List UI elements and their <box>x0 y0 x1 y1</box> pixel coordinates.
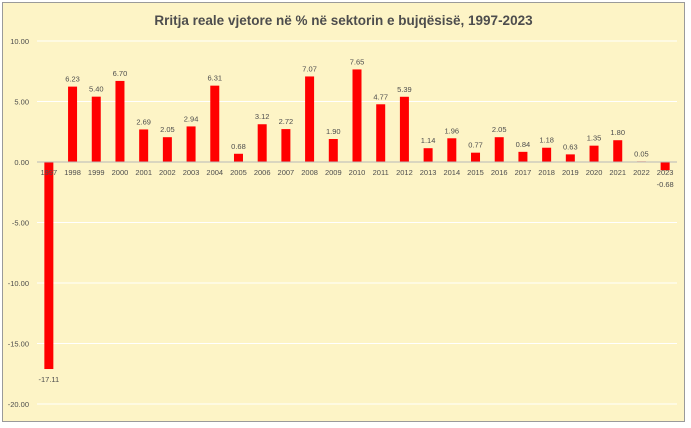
x-tick-label: 2001 <box>135 168 152 177</box>
data-label: 6.23 <box>65 75 80 84</box>
bar <box>471 152 481 162</box>
x-tick-label: 2010 <box>349 168 366 177</box>
x-tick-label: 2023 <box>657 168 674 177</box>
bar <box>542 147 552 162</box>
y-tick-label: -15.00 <box>8 340 29 349</box>
bar <box>186 126 196 162</box>
bar <box>44 162 54 370</box>
data-label: 0.77 <box>468 141 483 150</box>
bar <box>447 138 457 162</box>
data-label: 7.65 <box>350 57 365 66</box>
bar <box>518 151 528 162</box>
bar <box>115 80 125 162</box>
data-label: 2.72 <box>279 117 294 126</box>
y-tick-label: 5.00 <box>14 98 29 107</box>
data-label: -0.68 <box>657 180 674 189</box>
x-tick-label: 2018 <box>538 168 555 177</box>
data-label: 0.05 <box>634 149 649 158</box>
bar <box>565 154 575 162</box>
x-tick-label: 2022 <box>633 168 650 177</box>
bar <box>257 124 267 162</box>
data-label: 4.77 <box>373 92 388 101</box>
bar <box>660 162 670 171</box>
y-tick-label: 10.00 <box>10 37 29 46</box>
data-label: 1.96 <box>445 126 460 135</box>
data-label: 1.80 <box>610 128 625 137</box>
bar <box>233 153 243 162</box>
chart-title: Rritja reale vjetore në % në sektorin e … <box>154 13 533 28</box>
bar <box>91 96 101 162</box>
x-tick-label: 2012 <box>396 168 413 177</box>
bar <box>139 129 149 162</box>
bar <box>352 69 362 162</box>
data-label: 1.18 <box>539 136 554 145</box>
data-label: 2.05 <box>492 125 507 134</box>
bar <box>162 137 172 162</box>
bar <box>210 85 220 162</box>
x-tick-label: 1997 <box>41 168 58 177</box>
bar <box>376 104 386 162</box>
x-tick-label: 2021 <box>609 168 626 177</box>
data-label: 0.84 <box>516 140 531 149</box>
x-tick-label: 1998 <box>64 168 81 177</box>
x-tick-label: 2004 <box>206 168 223 177</box>
data-label: 2.69 <box>136 117 151 126</box>
x-tick-label: 2008 <box>301 168 318 177</box>
bar <box>423 148 433 162</box>
data-label: 3.12 <box>255 112 270 121</box>
data-label: -17.11 <box>38 375 59 384</box>
x-tick-label: 2020 <box>586 168 603 177</box>
x-tick-label: 2017 <box>515 168 532 177</box>
y-tick-label: -5.00 <box>12 219 29 228</box>
bar <box>589 145 599 162</box>
data-label: 0.68 <box>231 142 246 151</box>
x-tick-label: 2011 <box>373 168 389 177</box>
data-label: 6.70 <box>113 69 128 78</box>
data-label: 5.40 <box>89 85 104 94</box>
data-label: 2.94 <box>184 114 199 123</box>
y-tick-label: -10.00 <box>8 279 29 288</box>
data-label: 5.39 <box>397 85 412 94</box>
x-tick-label: 2014 <box>443 168 460 177</box>
x-tick-label: 2000 <box>112 168 129 177</box>
x-tick-label: 2006 <box>254 168 271 177</box>
chart-frame: Rritja reale vjetore në % në sektorin e … <box>2 2 685 422</box>
bar <box>281 129 291 162</box>
x-tick-label: 2005 <box>230 168 247 177</box>
x-tick-label: 1999 <box>88 168 105 177</box>
x-tick-label: 2019 <box>562 168 579 177</box>
x-tick-label: 2016 <box>491 168 508 177</box>
y-tick-label: -20.00 <box>8 400 29 409</box>
x-tick-label: 2015 <box>467 168 484 177</box>
bar <box>68 86 78 162</box>
data-label: 1.14 <box>421 136 436 145</box>
bar <box>328 139 338 162</box>
bar <box>399 96 409 162</box>
data-label: 0.63 <box>563 142 578 151</box>
bar <box>494 137 504 162</box>
bar-chart: 10.00 5.00 0.00 -5.00 -10.00 -15.00 -20.00 1997… <box>8 37 677 409</box>
data-label: 7.07 <box>302 64 317 73</box>
x-tick-label: 2007 <box>278 168 295 177</box>
bar <box>305 76 315 162</box>
data-label: 1.35 <box>587 134 602 143</box>
x-tick-label: 2009 <box>325 168 342 177</box>
data-label: 2.05 <box>160 125 175 134</box>
x-tick-label: 2003 <box>183 168 200 177</box>
data-label: 6.31 <box>207 74 222 83</box>
data-label: 1.90 <box>326 127 341 136</box>
bar <box>613 140 623 162</box>
x-tick-label: 2002 <box>159 168 176 177</box>
x-tick-label: 2013 <box>420 168 437 177</box>
y-tick-label: 0.00 <box>14 158 29 167</box>
